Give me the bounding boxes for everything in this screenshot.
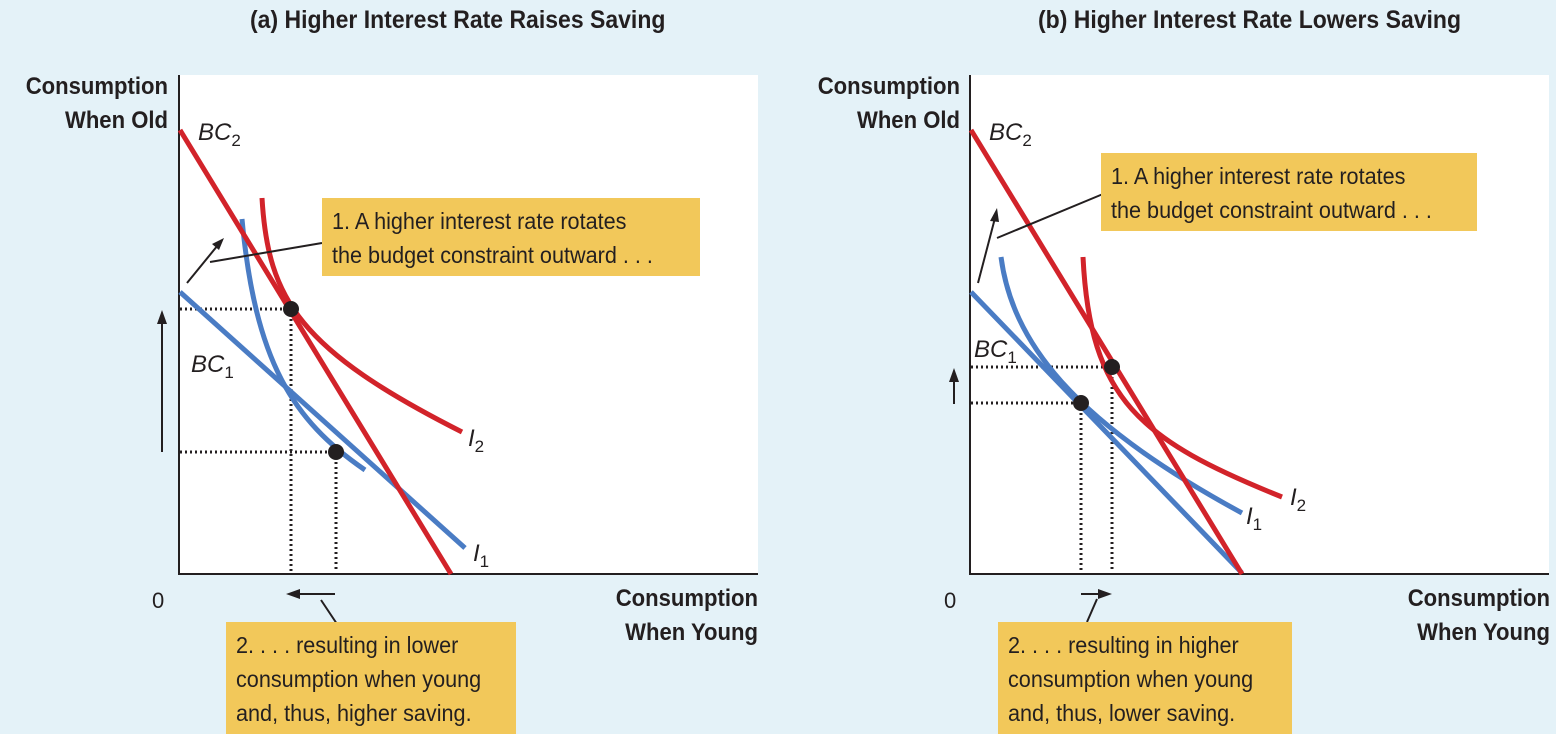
panel-a-note1-pointer [209,242,323,263]
panel-a-note2-pointer [320,599,338,625]
panel-b-point-old [1073,395,1089,411]
panel-a-y-axis-label: Consumption When Old [24,70,168,138]
panel-b-horizontal-arrowhead [1098,589,1112,599]
panel-b-bc2-label: BC2 [989,119,1032,150]
panel-a-note2-line3: and, thus, higher saving. [236,700,472,726]
panel-a-bc2-line [177,128,454,576]
panel-b-rotation-arrow [977,217,996,284]
panel-a-i2-curve [259,197,464,435]
panel-a-i2-label: I2 [468,425,484,456]
panel-b-bc1-line [969,290,1244,575]
panel-b-i1-label: I1 [1246,503,1262,534]
panel-a-note1-line2: the budget constraint outward . . . [332,242,653,268]
panel-a-note-result: 2. . . . resulting in lower consumption … [226,622,516,734]
panel-b-i2-curve [1080,256,1283,500]
panel-a-y-axis-line1: Consumption [25,73,168,100]
panel-a-note2-line1: 2. . . . resulting in lower [236,632,459,658]
panel-b-title: (b) Higher Interest Rate Lowers Saving [1038,6,1462,34]
panel-a-x-axis-label: Consumption When Young [576,582,758,650]
panel-a-vertical-arrowhead [157,310,167,324]
panel-b-note2-line2: consumption when young [1008,666,1254,692]
panel-b-bc1-label: BC1 [974,336,1017,367]
panel-b-note1-line1: 1. A higher interest rate rotates [1111,163,1406,189]
panel-b-point-new [1104,359,1120,375]
panel-b-vertical-arrowhead [949,368,959,382]
panel-a-rotation-arrowhead [212,238,224,250]
panel-b-note-result: 2. . . . resulting in higher consumption… [998,622,1292,734]
panel-a-point-new [283,301,299,317]
panel-b-note2-pointer [1086,598,1098,623]
panel-a-bc1-line [178,290,467,550]
panel-a-bc2-label: BC2 [198,119,241,150]
panel-b-i2-label: I2 [1290,484,1306,515]
panel-b-y-axis-label: Consumption When Old [815,70,960,138]
panel-a-i1-label: I1 [473,540,489,571]
panel-b-x-axis-line2: When Young [1417,619,1550,646]
panel-a-origin-label: 0 [152,588,165,613]
panel-a-x-axis-line2: When Young [625,619,758,646]
panel-a-point-old [328,444,344,460]
panel-b-note1-line2: the budget constraint outward . . . [1111,197,1432,223]
panel-b-bc2-line [968,128,1245,576]
panel-a-bc1-label: BC1 [191,351,234,382]
panel-b-note1-pointer [996,193,1104,239]
panel-b-x-axis-line1: Consumption [1407,585,1550,612]
panel-a-note-rotation: 1. A higher interest rate rotates the bu… [322,198,700,276]
panel-a-x-axis-line1: Consumption [615,585,758,612]
panel-a-title: (a) Higher Interest Rate Raises Saving [250,6,666,34]
panel-a-note2-line2: consumption when young [236,666,482,692]
panel-b-y-axis-line2: When Old [856,107,960,134]
panel-b-note2-line1: 2. . . . resulting in higher [1008,632,1239,658]
panel-a-plot-area [178,75,758,575]
panel-a-horizontal-arrowhead [286,589,300,599]
panel-b-origin-label: 0 [944,588,957,613]
panel-b-i1-curve [998,256,1244,516]
panel-b-x-axis-label: Consumption When Young [1368,582,1550,650]
panel-b-note2-line3: and, thus, lower saving. [1008,700,1236,726]
panel-b-note-rotation: 1. A higher interest rate rotates the bu… [1101,153,1477,231]
panel-b-y-axis-line1: Consumption [817,73,960,100]
panel-a-y-axis-line2: When Old [64,107,168,134]
panel-a-rotation-arrow [186,244,219,284]
panel-a-note1-line1: 1. A higher interest rate rotates [332,208,627,234]
panel-b-rotation-arrowhead [990,208,999,222]
